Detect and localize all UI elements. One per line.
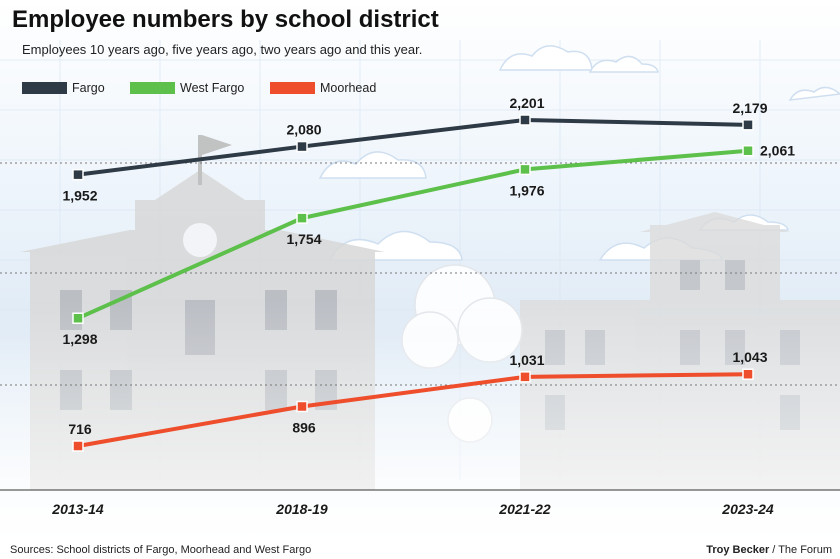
- legend-item-west-fargo: West Fargo: [130, 81, 244, 95]
- data-label-west-fargo-2: 1,754: [286, 231, 321, 247]
- data-label-west-fargo-4: 2,061: [760, 143, 795, 159]
- credit-line: Troy Becker / The Forum: [706, 544, 832, 556]
- x-tick-label-3: 2021-22: [498, 501, 551, 517]
- data-point-moorhead-4: [742, 368, 754, 380]
- credit-name: Troy Becker: [706, 544, 770, 556]
- legend-label-west-fargo: West Fargo: [180, 81, 244, 95]
- x-axis-ticks: 2013-14 2018-19 2021-22 2023-24: [51, 501, 774, 517]
- data-point-fargo-2: [296, 140, 308, 153]
- chart-title: Employee numbers by school district: [12, 6, 439, 33]
- data-point-west-fargo-1: [72, 312, 84, 324]
- series-layer: [72, 114, 754, 452]
- data-label-fargo-3: 2,201: [509, 95, 544, 111]
- data-labels-layer: 1,952 2,080 2,201 2,179 1,298 1,754 1,976 2,061…: [62, 95, 795, 437]
- data-label-west-fargo-1: 1,298: [62, 331, 97, 347]
- legend-label-fargo: Fargo: [72, 81, 105, 95]
- data-point-moorhead-1: [72, 440, 84, 452]
- data-label-fargo-1: 1,952: [62, 188, 97, 204]
- data-point-west-fargo-4: [742, 144, 754, 157]
- data-label-moorhead-1: 716: [68, 421, 92, 437]
- x-tick-label-2: 2018-19: [275, 501, 328, 517]
- data-label-fargo-4: 2,179: [732, 100, 767, 116]
- data-label-west-fargo-3: 1,976: [509, 182, 544, 198]
- data-point-west-fargo-3: [519, 163, 531, 176]
- data-label-moorhead-4: 1,043: [732, 349, 767, 365]
- series-line-fargo: [77, 118, 749, 177]
- legend-label-moorhead: Moorhead: [320, 81, 376, 95]
- legend-swatch-moorhead: [270, 82, 315, 94]
- legend-item-moorhead: Moorhead: [270, 81, 376, 95]
- x-tick-label-4: 2023-24: [721, 501, 774, 517]
- legend-swatch-fargo: [22, 82, 67, 94]
- data-point-moorhead-2: [296, 400, 308, 413]
- source-note: Sources: School districts of Fargo, Moor…: [10, 544, 311, 556]
- data-point-west-fargo-2: [296, 212, 308, 224]
- credit-org: / The Forum: [769, 544, 832, 556]
- legend: Fargo West Fargo Moorhead: [22, 81, 376, 95]
- data-point-moorhead-3: [519, 371, 531, 383]
- x-tick-label-1: 2013-14: [51, 501, 104, 517]
- legend-swatch-west-fargo: [130, 82, 175, 94]
- data-point-fargo-4: [742, 119, 754, 131]
- legend-item-fargo: Fargo: [22, 81, 105, 95]
- data-point-fargo-1: [72, 168, 84, 181]
- data-label-moorhead-3: 1,031: [509, 352, 544, 368]
- data-point-fargo-3: [519, 114, 531, 126]
- reference-lines: [0, 162, 840, 386]
- series-line-west-fargo: [77, 148, 749, 321]
- series-line-moorhead: [77, 372, 749, 448]
- data-label-fargo-2: 2,080: [286, 122, 321, 138]
- data-label-moorhead-2: 896: [292, 419, 316, 435]
- chart-subtitle: Employees 10 years ago, five years ago, …: [22, 42, 422, 57]
